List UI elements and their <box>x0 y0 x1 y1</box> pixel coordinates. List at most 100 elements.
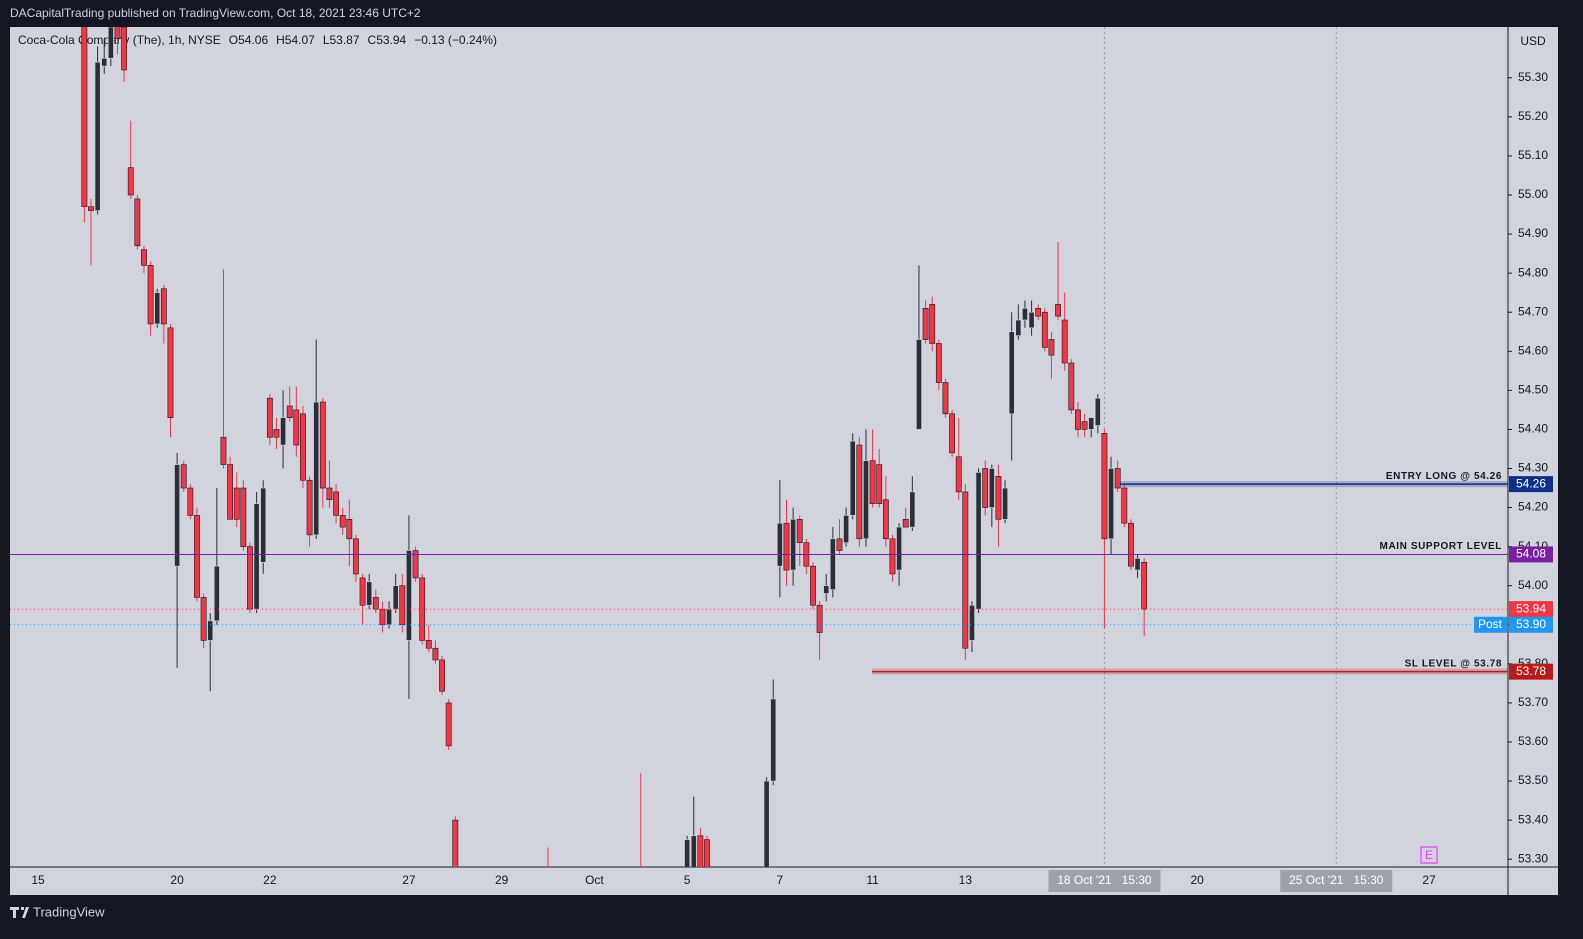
price-label-box <box>1509 476 1553 493</box>
candle-body <box>697 835 704 867</box>
candle-body <box>969 604 975 641</box>
x-tick-label: 18 Oct '21 15:30 <box>1057 873 1152 887</box>
candle-body <box>829 538 836 590</box>
candle-body <box>273 429 280 438</box>
y-tick-label: 54.60 <box>1518 343 1548 357</box>
level-name: ENTRY LONG @ 54.26 <box>1386 471 1502 482</box>
candle-body <box>399 585 406 626</box>
candle-body <box>353 538 359 575</box>
legend-high: H54.07 <box>276 33 315 47</box>
candle-body <box>962 491 969 649</box>
x-tick-label: 25 Oct '21 15:30 <box>1289 873 1384 887</box>
y-tick-label: 54.70 <box>1518 304 1548 318</box>
legend: Coca-Cola Company (The), 1h, NYSE O54.06 H… <box>18 33 497 47</box>
earnings-marker[interactable] <box>1420 846 1438 864</box>
candle-body <box>690 835 697 867</box>
x-tick-label: Oct <box>585 873 604 887</box>
candle-body <box>1075 409 1081 430</box>
candle-body <box>1035 308 1042 317</box>
candle-body <box>1041 311 1048 348</box>
candle-body <box>1061 319 1068 364</box>
candle-body <box>386 608 392 626</box>
candle-body <box>300 413 306 481</box>
candle-body <box>955 456 962 493</box>
candle-body <box>286 405 293 418</box>
candle-body <box>1094 397 1101 426</box>
y-tick-label: 54.20 <box>1518 500 1548 514</box>
candle-body <box>995 476 1002 520</box>
candle-body <box>253 503 260 610</box>
x-tick-label: 27 <box>1422 873 1436 887</box>
candle-body <box>836 538 843 551</box>
candle-body <box>154 292 161 325</box>
candle-body <box>425 640 432 649</box>
price-label-box <box>1509 616 1553 633</box>
y-tick-label: 53.40 <box>1518 812 1548 826</box>
earnings-label: E <box>1425 848 1433 862</box>
candle-body <box>1121 487 1128 524</box>
x-label-highlight <box>1048 870 1161 892</box>
candle-body <box>856 444 863 540</box>
candle-body <box>147 265 154 325</box>
candle-body <box>849 440 856 516</box>
candle-body <box>1015 319 1022 336</box>
candle-body <box>160 288 167 325</box>
candle-body <box>1028 311 1035 329</box>
candle-body <box>412 550 419 579</box>
candle-body <box>372 597 379 610</box>
candle-body <box>207 620 214 641</box>
candle-body <box>379 608 386 626</box>
y-tick-label: 55.30 <box>1518 70 1548 84</box>
candle-body <box>1068 362 1075 411</box>
candle-body <box>88 206 94 211</box>
price-label: 53.90 <box>1516 617 1546 631</box>
candle-body <box>339 515 346 528</box>
candle-body <box>220 436 227 465</box>
candle-body <box>200 597 207 641</box>
candle-body <box>333 491 339 516</box>
legend-symbol: Coca-Cola Company (The), 1h, NYSE <box>18 33 221 47</box>
candle-body <box>406 550 412 641</box>
candle-body <box>796 518 803 544</box>
y-tick-label: 54.30 <box>1518 461 1548 475</box>
level-name: MAIN SUPPORT LEVEL <box>1380 541 1502 552</box>
candle-body <box>392 585 399 610</box>
candle-body <box>346 518 353 540</box>
candle-body <box>922 308 929 340</box>
candle-body <box>823 585 830 594</box>
legend-close: C53.94 <box>368 33 407 47</box>
legend-low: L53.87 <box>323 33 360 47</box>
price-label: 53.78 <box>1516 664 1546 678</box>
candle-body <box>882 499 889 540</box>
candle-body <box>266 397 273 438</box>
candle-body <box>313 401 320 536</box>
candle-body <box>280 417 286 446</box>
candle-body <box>843 515 850 544</box>
x-tick-label: 20 <box>170 873 184 887</box>
x-tick-label: 13 <box>959 873 973 887</box>
price-label-box <box>1509 601 1553 618</box>
candle-body <box>180 464 187 489</box>
y-tick-label: 54.40 <box>1518 422 1548 436</box>
candle-body <box>439 659 445 692</box>
header: DACapitalTrading published on TradingVie… <box>10 6 421 20</box>
legend-change: −0.13 (−0.24%) <box>414 33 497 47</box>
x-tick-label: 11 <box>866 873 879 887</box>
x-tick-label: 15 <box>31 873 45 887</box>
chart-pane <box>10 27 1558 895</box>
candle-body <box>790 518 797 571</box>
y-tick-label: 53.30 <box>1518 851 1548 865</box>
candle-body <box>1022 308 1028 321</box>
candle-body <box>988 468 995 508</box>
candle-body <box>1141 561 1148 610</box>
candle-body <box>704 839 710 867</box>
x-tick-label: 22 <box>263 873 277 887</box>
candle-body <box>194 515 200 598</box>
level-name: SL LEVEL @ 53.78 <box>1405 658 1502 669</box>
candle-body <box>240 487 247 547</box>
candle-body <box>213 565 220 622</box>
y-tick-label: 55.20 <box>1518 109 1548 123</box>
y-tick-label: 55.00 <box>1518 187 1548 201</box>
